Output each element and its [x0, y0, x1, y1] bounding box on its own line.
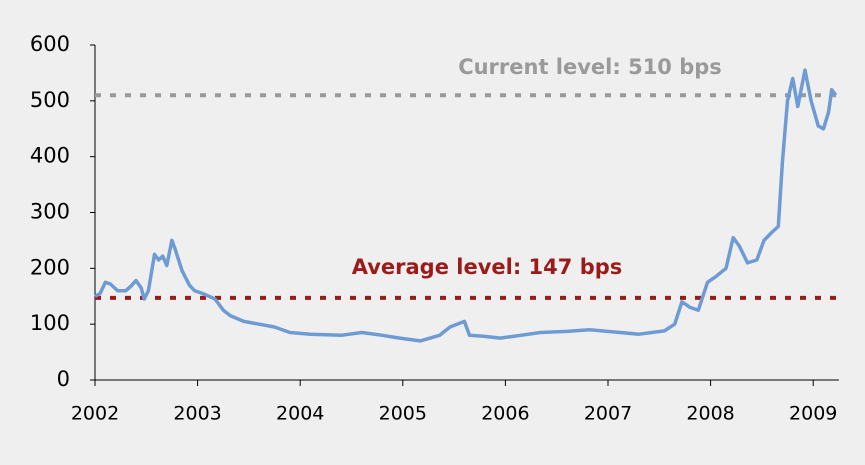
y-tick-label: 400: [30, 144, 70, 168]
x-tick-label: 2002: [71, 403, 119, 425]
line-series: [94, 68, 838, 343]
x-tick-label: 2004: [276, 403, 324, 425]
y-tick-label: 0: [57, 367, 70, 391]
x-tick-label: 2003: [173, 403, 221, 425]
reference-label: Average level: 147 bps: [352, 255, 623, 279]
y-tick-label: 100: [30, 311, 70, 335]
x-tick-label: 2006: [481, 403, 529, 425]
y-tick-label: 500: [30, 88, 70, 112]
x-tick-label: 2008: [686, 403, 734, 425]
x-tick-label: 2007: [584, 403, 632, 425]
y-tick-label: 600: [30, 32, 70, 56]
x-tick-label: 2009: [789, 403, 837, 425]
reference-label: Current level: 510 bps: [458, 55, 722, 79]
y-tick-label: 200: [30, 255, 70, 279]
x-tick-label: 2005: [379, 403, 427, 425]
y-tick-label: 300: [30, 200, 70, 224]
